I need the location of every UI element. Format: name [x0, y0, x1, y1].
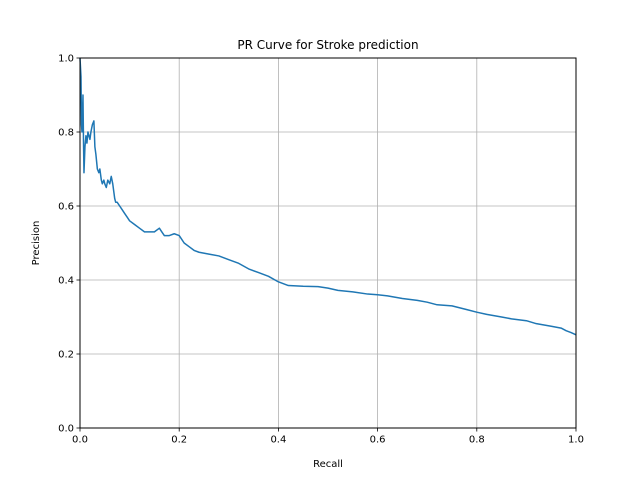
y-tick-label: 0.8 — [58, 128, 74, 139]
plot-area — [80, 58, 576, 428]
grid-lines — [79, 57, 577, 429]
y-tick-label: 0.2 — [58, 350, 74, 361]
x-tick-label: 1.0 — [568, 435, 584, 446]
x-tick-label: 0.2 — [171, 435, 187, 446]
chart-title: PR Curve for Stroke prediction — [237, 38, 418, 52]
y-axis-title: Precision — [31, 221, 42, 266]
x-tick-label: 0.8 — [469, 435, 485, 446]
x-axis-title: Recall — [313, 459, 343, 470]
x-tick-label: 0.6 — [370, 435, 386, 446]
y-tick-label: 1.0 — [58, 54, 74, 65]
y-tick-label: 0.0 — [58, 424, 74, 435]
plot-frame — [79, 57, 577, 429]
x-tick-label: 0.0 — [72, 435, 88, 446]
y-tick-label: 0.4 — [58, 276, 74, 287]
pr-curve-line — [79, 57, 577, 336]
x-tick-label: 0.4 — [270, 435, 286, 446]
y-tick-label: 0.6 — [58, 202, 74, 213]
tick-layer: 0.0 0.2 0.4 0.6 0.8 1.0 0.0 0.2 0.4 0.6 0.8 1.0 — [58, 54, 584, 446]
data-layer — [79, 57, 577, 336]
